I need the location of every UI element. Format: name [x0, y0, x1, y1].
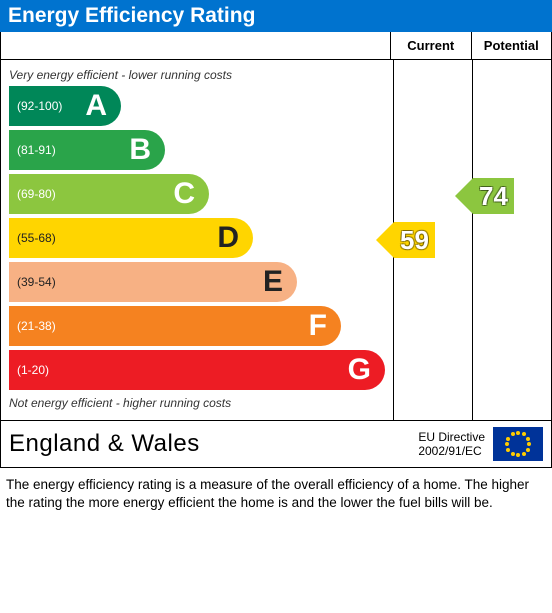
caption-text: The energy efficiency rating is a measur…: [0, 468, 552, 515]
footer-country: England & Wales: [9, 430, 418, 458]
band-letter: E: [263, 265, 297, 299]
band-range: (21-38): [9, 319, 309, 333]
band-f: (21-38)F: [9, 306, 341, 346]
footer-strip: England & Wales EU Directive 2002/91/EC: [1, 420, 551, 467]
band-range: (55-68): [9, 231, 217, 245]
band-a: (92-100)A: [9, 86, 121, 126]
footer-directive: EU Directive 2002/91/EC: [418, 430, 493, 459]
band-range: (1-20): [9, 363, 348, 377]
band-letter: A: [85, 89, 121, 123]
band-range: (69-80): [9, 187, 173, 201]
directive-line1: EU Directive: [418, 430, 485, 444]
band-e: (39-54)E: [9, 262, 297, 302]
band-letter: C: [173, 177, 209, 211]
band-range: (92-100): [9, 99, 85, 113]
bands-column: Very energy efficient - lower running co…: [1, 60, 394, 420]
band-c: (69-80)C: [9, 174, 209, 214]
chart-container: Current Potential Very energy efficient …: [0, 32, 552, 468]
pointer-current-value: 59: [394, 222, 435, 258]
col-header-current: Current: [391, 32, 472, 59]
band-letter: D: [217, 221, 253, 255]
ratings-column: 59 74: [394, 60, 551, 420]
band-letter: B: [129, 133, 165, 167]
eu-flag-icon: [493, 427, 543, 461]
band-range: (81-91): [9, 143, 129, 157]
band-g: (1-20)G: [9, 350, 385, 390]
pointer-potential-value: 74: [473, 178, 514, 214]
note-top: Very energy efficient - lower running co…: [9, 66, 385, 86]
pointer-current: 59: [376, 222, 435, 258]
note-bottom: Not energy efficient - higher running co…: [9, 394, 385, 414]
band-d: (55-68)D: [9, 218, 253, 258]
band-letter: G: [348, 353, 385, 387]
band-letter: F: [309, 309, 341, 343]
col-header-potential: Potential: [472, 32, 552, 59]
header-row: Current Potential: [1, 32, 551, 60]
pointer-potential: 74: [455, 178, 514, 214]
title-bar: Energy Efficiency Rating: [0, 0, 552, 32]
band-range: (39-54): [9, 275, 263, 289]
directive-line2: 2002/91/EC: [418, 444, 485, 458]
band-b: (81-91)B: [9, 130, 165, 170]
